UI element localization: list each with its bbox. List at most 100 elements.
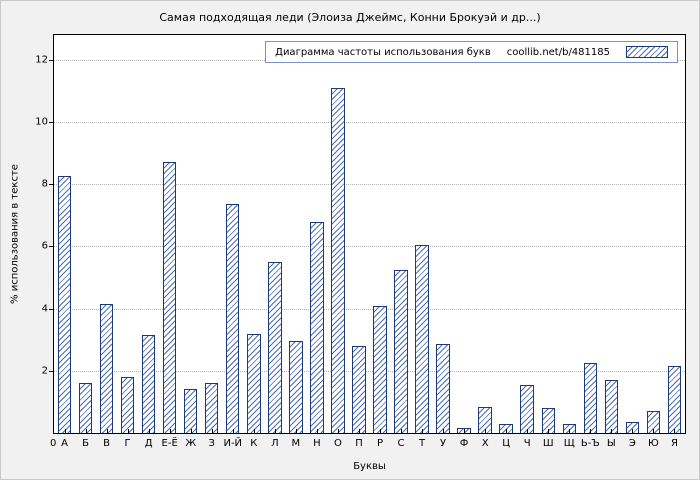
y-tick-label: 2 bbox=[41, 365, 48, 377]
x-tick-mark bbox=[274, 429, 276, 433]
gridline bbox=[54, 246, 685, 248]
x-tick-mark bbox=[674, 429, 676, 433]
bar bbox=[310, 221, 324, 433]
x-tick-label: А bbox=[61, 438, 68, 449]
bar-column bbox=[454, 35, 475, 433]
x-tick-mark bbox=[380, 429, 382, 433]
x-tick-label: Ч bbox=[523, 438, 531, 449]
gridline bbox=[54, 308, 685, 310]
bar-column bbox=[285, 35, 306, 433]
x-tick-label: Ф bbox=[459, 438, 469, 449]
x-tick-label: М bbox=[291, 438, 301, 449]
x-tick-label: О bbox=[333, 438, 342, 449]
x-tick-mark bbox=[611, 429, 613, 433]
x-axis-title: Буквы bbox=[353, 461, 386, 472]
bar bbox=[667, 366, 682, 433]
x-tick-label: Ц bbox=[502, 438, 511, 449]
x-tick-mark bbox=[506, 429, 508, 433]
y-tick-mark bbox=[49, 122, 54, 124]
bar bbox=[205, 383, 219, 433]
bar bbox=[226, 204, 240, 433]
x-tick-label: Ж bbox=[185, 438, 197, 449]
origin-tick-label: 0 bbox=[50, 438, 57, 449]
y-tick-mark bbox=[49, 308, 54, 310]
x-tick-mark bbox=[337, 429, 339, 433]
bar-column bbox=[391, 35, 412, 433]
bar bbox=[415, 244, 429, 433]
bar bbox=[604, 380, 619, 433]
x-tick-mark bbox=[316, 429, 318, 433]
gridline bbox=[54, 184, 685, 186]
x-tick-label: У bbox=[440, 438, 447, 449]
legend-label: Диаграмма частоты использования букв bbox=[275, 46, 491, 58]
y-tick-mark bbox=[49, 59, 54, 61]
bar bbox=[99, 303, 114, 433]
x-tick-mark bbox=[211, 429, 213, 433]
x-tick-mark bbox=[485, 429, 487, 433]
plot-area: Диаграмма частоты использования букв coo… bbox=[35, 34, 686, 449]
bar bbox=[646, 411, 661, 433]
y-tick-label: 10 bbox=[35, 116, 48, 128]
legend-link: coollib.net/b/481185 bbox=[506, 46, 610, 58]
x-tick-label: Ш bbox=[542, 438, 554, 449]
bar-column bbox=[159, 35, 180, 433]
x-tick-labels: А Б В Г Д Е-Ё Ж З И-Й К Л М Н О П Р С Т У Ф Х Ц Ч Ш Щ Ь-Ъ Ы Э Ю Я bbox=[54, 433, 685, 449]
x-tick-label: Х bbox=[481, 438, 489, 449]
bar-column bbox=[580, 35, 601, 433]
bar-column bbox=[201, 35, 222, 433]
y-tick-label: 4 bbox=[41, 303, 48, 315]
x-tick-mark bbox=[443, 429, 445, 433]
bar bbox=[373, 305, 387, 433]
bar bbox=[141, 335, 156, 433]
x-tick-label: Т bbox=[418, 438, 426, 449]
x-tick-label: И-Й bbox=[223, 438, 243, 449]
bar-column bbox=[180, 35, 201, 433]
bar-column bbox=[622, 35, 643, 433]
y-tick-mark bbox=[49, 246, 54, 248]
bar-column bbox=[433, 35, 454, 433]
x-tick-mark bbox=[464, 429, 466, 433]
gridline bbox=[54, 122, 685, 124]
x-tick-label: К bbox=[250, 438, 258, 449]
bar bbox=[478, 406, 492, 433]
bar bbox=[562, 423, 576, 433]
x-tick-mark bbox=[232, 429, 234, 433]
x-tick-label: Р bbox=[376, 438, 383, 449]
bar bbox=[162, 162, 177, 433]
x-tick-label: Щ bbox=[563, 438, 575, 449]
x-tick-mark bbox=[64, 429, 66, 433]
bar-column bbox=[306, 35, 327, 433]
bars-container bbox=[54, 35, 685, 433]
x-tick-mark bbox=[253, 429, 255, 433]
bar-column bbox=[222, 35, 243, 433]
bar-column bbox=[496, 35, 517, 433]
x-tick-label: Ь-Ъ bbox=[580, 438, 600, 449]
bar-column bbox=[54, 35, 75, 433]
bar-column bbox=[538, 35, 559, 433]
x-tick-mark bbox=[590, 429, 592, 433]
bar bbox=[268, 261, 282, 433]
legend-swatch-icon bbox=[626, 46, 668, 58]
x-tick-label: Э bbox=[628, 438, 636, 449]
x-tick-mark bbox=[401, 429, 403, 433]
x-tick-label: С bbox=[397, 438, 405, 449]
bar-column bbox=[117, 35, 138, 433]
x-tick-mark bbox=[127, 429, 129, 433]
bar bbox=[183, 389, 198, 433]
bar-column bbox=[75, 35, 96, 433]
bar bbox=[57, 176, 72, 433]
x-tick-label: Я bbox=[670, 438, 678, 449]
x-tick-mark bbox=[632, 429, 634, 433]
bar bbox=[289, 341, 303, 433]
bar-column bbox=[517, 35, 538, 433]
bar bbox=[120, 377, 135, 433]
x-tick-label: В bbox=[103, 438, 111, 449]
bar-column bbox=[412, 35, 433, 433]
y-tick-label: 8 bbox=[41, 178, 48, 190]
x-tick-mark bbox=[422, 429, 424, 433]
bar-column bbox=[243, 35, 264, 433]
bar-column bbox=[327, 35, 348, 433]
x-tick-label: П bbox=[355, 438, 363, 449]
bar-column bbox=[348, 35, 369, 433]
